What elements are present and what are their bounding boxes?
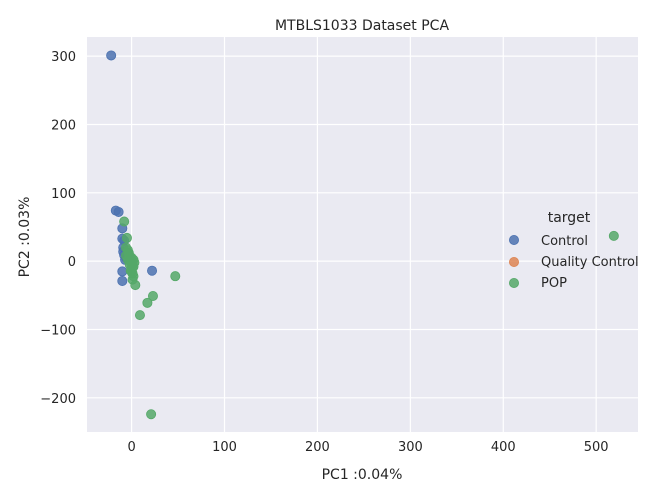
legend-marker-quality-control: [508, 256, 519, 267]
x-axis-title: PC1 :0.04%: [322, 467, 403, 483]
x-tick-labels: 0 100 200 300 400 500: [127, 440, 608, 455]
x-tick-label: 100: [212, 440, 237, 455]
y-tick-label: 100: [51, 187, 76, 202]
plot-background: [87, 37, 638, 432]
legend-marker-control: [508, 234, 519, 245]
y-tick-label: 300: [51, 50, 76, 65]
legend-label-pop: POP: [541, 276, 567, 291]
point-pop: [608, 230, 619, 241]
point-control: [117, 275, 128, 286]
legend-label-control: Control: [541, 234, 588, 249]
y-tick-label: 200: [51, 118, 76, 133]
legend-label-quality-control: Quality Control: [541, 255, 639, 270]
x-tick-label: 500: [584, 440, 609, 455]
legend-marker-pop: [508, 277, 519, 288]
point-pop: [170, 271, 181, 282]
point-control: [147, 265, 158, 276]
data-points: [106, 50, 619, 420]
y-tick-label: 0: [68, 255, 76, 270]
point-pop: [134, 310, 145, 321]
point-pop: [142, 297, 153, 308]
point-pop: [129, 257, 140, 268]
point-pop: [123, 247, 134, 258]
point-pop: [147, 291, 158, 302]
legend: target Control Quality Control POP: [508, 210, 639, 291]
chart-title: MTBLS1033 Dataset PCA: [275, 18, 449, 34]
point-pop: [130, 280, 141, 291]
x-tick-label: 0: [127, 440, 135, 455]
point-pop: [146, 409, 157, 420]
x-tick-label: 200: [305, 440, 330, 455]
point-control: [113, 206, 124, 217]
y-tick-labels: −200 −100 0 100 200 300: [40, 50, 76, 407]
point-control: [117, 266, 128, 277]
grid-lines: [87, 37, 638, 432]
x-tick-label: 400: [491, 440, 516, 455]
y-tick-label: −100: [40, 323, 76, 338]
legend-title: target: [548, 210, 591, 226]
y-tick-label: −200: [40, 392, 76, 407]
point-control: [106, 50, 117, 61]
y-axis-title: PC2 :0.03%: [17, 197, 33, 278]
x-tick-label: 300: [398, 440, 423, 455]
point-pop: [121, 232, 132, 243]
point-pop: [119, 216, 130, 227]
